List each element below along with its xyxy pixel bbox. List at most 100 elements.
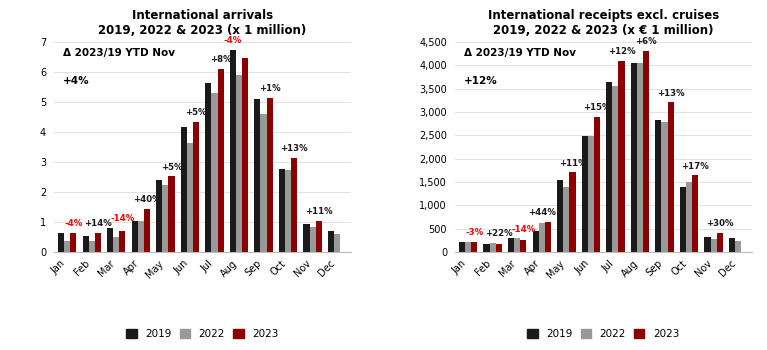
Bar: [643, 51, 649, 252]
Bar: [495, 244, 502, 252]
Bar: [710, 239, 716, 252]
Bar: [114, 237, 120, 252]
Bar: [181, 127, 187, 252]
Bar: [255, 99, 261, 252]
Bar: [606, 82, 612, 252]
Bar: [729, 238, 735, 252]
Text: +40%: +40%: [133, 196, 161, 204]
Text: -14%: -14%: [512, 225, 535, 233]
Bar: [304, 224, 310, 252]
Bar: [218, 69, 224, 252]
Text: +11%: +11%: [305, 207, 333, 216]
Bar: [89, 240, 95, 252]
Bar: [71, 233, 77, 252]
Text: +14%: +14%: [84, 219, 112, 229]
Text: +30%: +30%: [706, 219, 733, 228]
Bar: [291, 158, 298, 252]
Bar: [532, 231, 538, 252]
Bar: [563, 187, 569, 252]
Title: International receipts excl. cruises
2019, 2022 & 2023 (x € 1 million): International receipts excl. cruises 201…: [488, 9, 719, 37]
Bar: [334, 234, 341, 252]
Text: +22%: +22%: [485, 229, 512, 238]
Bar: [163, 184, 169, 252]
Bar: [538, 223, 545, 252]
Bar: [267, 98, 273, 252]
Text: +12%: +12%: [607, 47, 635, 56]
Bar: [520, 240, 526, 252]
Bar: [328, 231, 334, 252]
Bar: [95, 233, 101, 252]
Legend: 2019, 2022, 2023: 2019, 2022, 2023: [523, 325, 683, 343]
Bar: [144, 209, 150, 252]
Bar: [58, 232, 64, 252]
Bar: [637, 63, 643, 252]
Text: +5%: +5%: [186, 108, 207, 117]
Bar: [279, 169, 285, 252]
Text: +8%: +8%: [210, 55, 232, 64]
Bar: [138, 222, 144, 252]
Bar: [661, 122, 667, 252]
Bar: [630, 63, 637, 252]
Bar: [612, 86, 618, 252]
Bar: [692, 175, 698, 252]
Title: International arrivals
2019, 2022 & 2023 (x 1 million): International arrivals 2019, 2022 & 2023…: [98, 9, 306, 37]
Bar: [187, 142, 193, 252]
Bar: [686, 182, 692, 252]
Bar: [169, 176, 175, 252]
Bar: [242, 58, 249, 252]
Bar: [83, 236, 89, 252]
Bar: [261, 114, 267, 252]
Text: +5%: +5%: [161, 163, 183, 172]
Text: Δ 2023/19 YTD Nov: Δ 2023/19 YTD Nov: [463, 48, 575, 58]
Text: +1%: +1%: [259, 84, 281, 93]
Text: Δ 2023/19 YTD Nov: Δ 2023/19 YTD Nov: [63, 48, 175, 58]
Bar: [206, 83, 212, 252]
Bar: [680, 187, 686, 252]
Text: -3%: -3%: [466, 228, 483, 237]
Bar: [569, 172, 575, 252]
Bar: [120, 231, 126, 252]
Text: -4%: -4%: [224, 36, 242, 45]
Bar: [489, 243, 495, 252]
Bar: [581, 136, 588, 252]
Bar: [156, 180, 163, 252]
Bar: [588, 136, 594, 252]
Bar: [483, 244, 489, 252]
Bar: [316, 220, 322, 252]
Bar: [459, 242, 465, 252]
Text: +17%: +17%: [681, 162, 709, 171]
Bar: [230, 49, 236, 252]
Text: +15%: +15%: [583, 103, 611, 112]
Bar: [557, 180, 563, 252]
Bar: [212, 93, 218, 252]
Text: -14%: -14%: [110, 215, 134, 223]
Bar: [704, 237, 710, 252]
Bar: [716, 233, 723, 252]
Text: +44%: +44%: [528, 208, 556, 217]
Text: +13%: +13%: [281, 144, 308, 153]
Bar: [508, 238, 514, 252]
Text: +13%: +13%: [657, 89, 684, 98]
Bar: [64, 240, 71, 252]
Bar: [107, 228, 114, 252]
Text: -4%: -4%: [64, 219, 82, 228]
Bar: [471, 242, 477, 252]
Text: +12%: +12%: [463, 76, 497, 86]
Bar: [545, 222, 551, 252]
Bar: [667, 102, 673, 252]
Text: +4%: +4%: [63, 76, 89, 86]
Bar: [514, 238, 520, 252]
Bar: [193, 121, 199, 252]
Bar: [236, 75, 242, 252]
Bar: [618, 61, 624, 252]
Bar: [465, 242, 471, 252]
Bar: [735, 240, 741, 252]
Bar: [594, 117, 600, 252]
Text: +11%: +11%: [558, 159, 586, 168]
Bar: [655, 120, 661, 252]
Bar: [310, 227, 316, 252]
Bar: [285, 169, 291, 252]
Legend: 2019, 2022, 2023: 2019, 2022, 2023: [122, 325, 282, 343]
Bar: [132, 222, 138, 252]
Text: +6%: +6%: [635, 37, 657, 46]
